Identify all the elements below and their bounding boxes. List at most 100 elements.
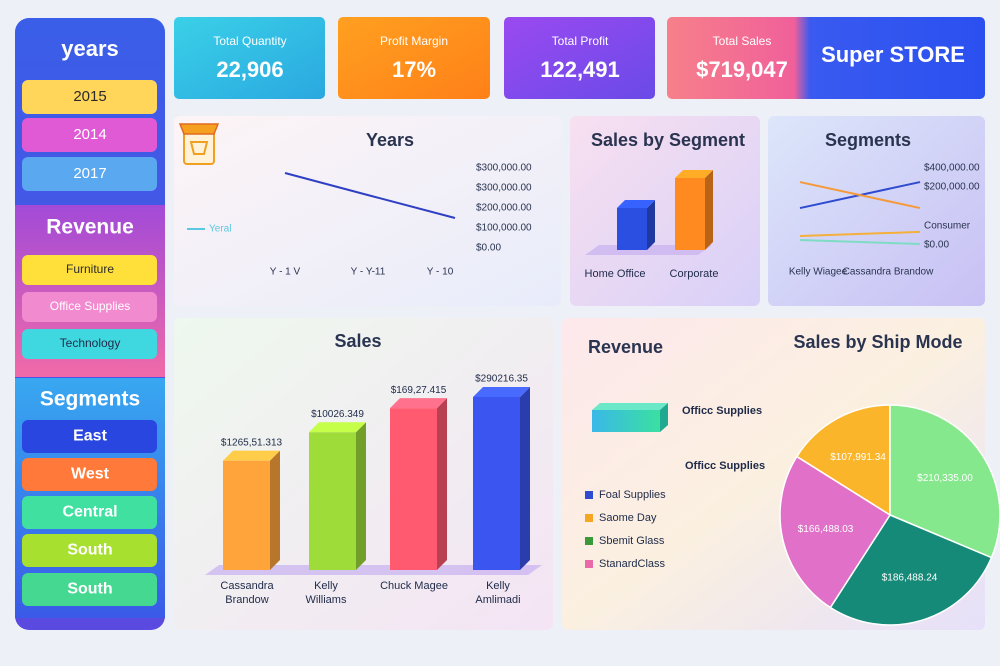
filter-button[interactable]: [22, 329, 157, 359]
legend-swatch: [585, 491, 593, 499]
legend-label: Sbemit Glass: [599, 535, 665, 547]
filter-button[interactable]: [22, 292, 157, 322]
y-tick-label: $200,000.00: [924, 182, 980, 193]
bar-side: [270, 450, 280, 570]
filter-button[interactable]: [22, 458, 157, 491]
section-title: Revenue: [46, 216, 134, 239]
y-tick-label: $100,000.00: [476, 223, 532, 234]
filter-label: 2014: [73, 126, 106, 143]
filter-button[interactable]: [22, 496, 157, 529]
legend-title: Officc Supplies: [685, 460, 765, 472]
filter-label: Furniture: [66, 262, 114, 276]
kpi-texts: Total Quantity 22,906 Profit Margin 17% Tota…: [213, 34, 788, 82]
x-tick-label: Williams: [306, 594, 347, 606]
store-icon: [178, 123, 220, 165]
filter-button[interactable]: [22, 255, 157, 285]
chart-title: Sales by Segment: [591, 130, 745, 150]
kpi-card: [667, 17, 985, 99]
kpi-value: 22,906: [216, 57, 283, 82]
bar-annotation: $169,27.415: [391, 385, 447, 396]
filter-button[interactable]: [22, 157, 157, 191]
legend: Foal Supplies Saome Day Sbemit Glass Stanar…: [585, 489, 666, 570]
section-title: years: [61, 36, 119, 61]
decor-bar: [592, 403, 668, 432]
filter-label: West: [71, 466, 110, 483]
bar-top: [675, 170, 713, 178]
kpi-value: $719,047: [696, 57, 788, 82]
pie-slice: [779, 455, 892, 609]
bar-side: [437, 398, 447, 570]
x-tick-label: Amlimadi: [475, 594, 520, 606]
bar-side: [705, 170, 713, 250]
line-series: [799, 238, 921, 246]
filter-label: South: [67, 581, 112, 598]
filter-label: East: [73, 428, 107, 445]
legend-label: StanardClass: [599, 558, 666, 570]
bar-label: Officc Supplies: [682, 405, 762, 417]
bar: [223, 460, 270, 570]
kpi-card: [504, 17, 655, 99]
x-tick-label: Corporate: [670, 268, 719, 280]
chart-title: Years: [366, 130, 414, 150]
x-tick-label: Kelly: [314, 580, 338, 592]
floor: [205, 565, 542, 575]
x-tick-label: Cassandra: [220, 580, 274, 592]
bar: [309, 432, 356, 570]
filter-label: Central: [62, 504, 117, 521]
x-tick-label: Y - 10: [427, 267, 454, 278]
pie-label: $107,991.34: [830, 452, 886, 463]
chart-title: Sales: [334, 331, 381, 351]
x-tick-label: Kelly: [486, 580, 510, 592]
legend-label: Saome Day: [599, 512, 657, 524]
x-tick-label: Brandow: [225, 594, 268, 606]
filter-button[interactable]: [22, 420, 157, 453]
panel: [174, 116, 561, 306]
kpi-value: 122,491: [540, 57, 620, 82]
chart-title: Sales by Ship Mode: [793, 332, 962, 352]
bar-top: [390, 398, 447, 409]
kpi-value: 17%: [392, 57, 436, 82]
filter-button[interactable]: [22, 573, 157, 606]
legend-swatch: [585, 537, 593, 545]
bar: [473, 396, 520, 570]
filter-label: Technology: [60, 336, 121, 350]
y-tick-label: $0.00: [924, 240, 949, 251]
y-tick-label: $300,000.00: [476, 183, 532, 194]
x-tick-label: Y - Y-11: [351, 267, 386, 278]
kpi-card: [174, 17, 325, 99]
bar-top: [309, 422, 366, 433]
chart-title: Segments: [825, 130, 911, 150]
x-tick-label: Kelly Wiagee: [789, 267, 848, 278]
sidebar-items: years 2015 2014 2017 Revenue Furniture Office …: [22, 36, 157, 606]
brand: Super STORE: [821, 42, 965, 67]
pie-slice: [889, 404, 1000, 559]
x-tick-label: Chuck Magee: [380, 580, 448, 592]
y-tick-label: $200,000.00: [476, 203, 532, 214]
bar-top: [223, 450, 280, 461]
x-tick-label: Y - 1 V: [270, 267, 301, 278]
legend-label: Foal Supplies: [599, 489, 666, 501]
panel-title: Revenue: [588, 337, 663, 357]
kpi-card: [338, 17, 490, 99]
bar: [390, 408, 437, 570]
filter-button[interactable]: [22, 534, 157, 567]
pie-slice: [795, 404, 891, 517]
panel: [768, 116, 985, 306]
section-title: Segments: [40, 388, 140, 411]
y-tick-label: Consumer: [924, 221, 971, 232]
pie-label: $210,335.00: [917, 473, 973, 484]
bar-side: [356, 422, 366, 570]
bar-side: [647, 200, 655, 250]
pie-label: $186,488.24: [882, 573, 938, 584]
filter-button[interactable]: [22, 118, 157, 152]
panel: [570, 116, 760, 306]
x-tick-label: Cassandra Brandow: [843, 267, 934, 278]
pie-label: $166,488.03: [798, 524, 854, 535]
line-series: [799, 230, 921, 237]
bar-annotation: $10026.349: [311, 409, 364, 420]
filter-label: 2015: [73, 88, 106, 105]
filter-button[interactable]: [22, 80, 157, 114]
kpi-label: Total Quantity: [213, 34, 286, 48]
legend-swatch: [585, 514, 593, 522]
